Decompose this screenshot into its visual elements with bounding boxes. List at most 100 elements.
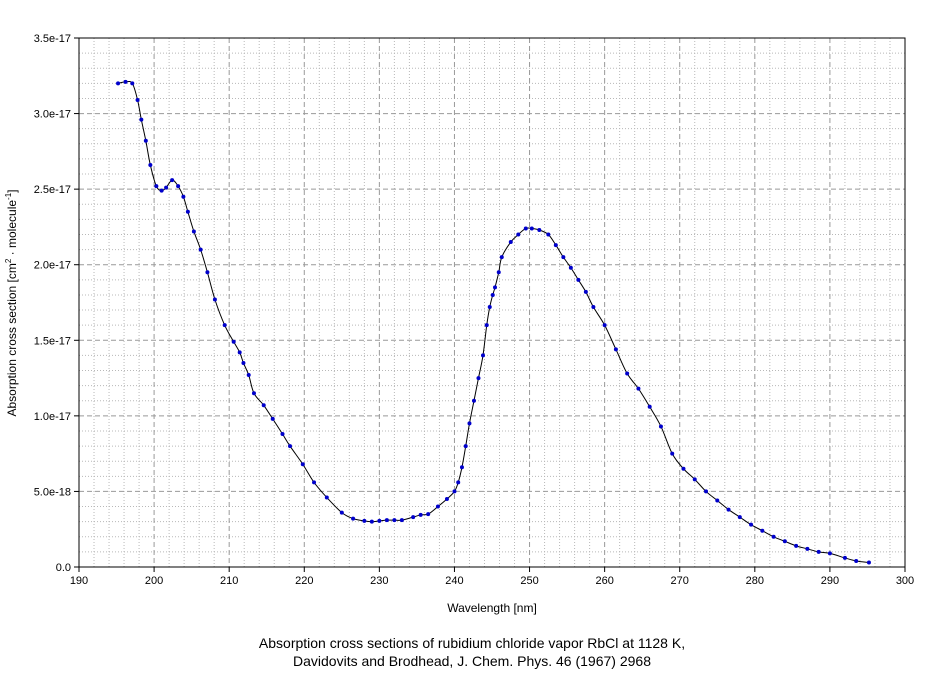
x-tick-label: 230 [370,575,388,587]
data-point [670,451,675,456]
x-tick-label: 280 [746,575,764,587]
data-point [576,277,581,282]
data-point [816,549,821,554]
data-point [591,305,596,310]
data-point [499,255,504,260]
y-axis-title-part: · molecule [5,200,19,259]
data-point [782,539,787,544]
axis-ticks [74,37,906,572]
data-point [181,194,186,199]
plot-frame [78,37,906,568]
data-point [139,117,144,122]
data-point [135,97,140,102]
data-point [636,386,641,391]
data-point [537,227,542,232]
chart-background [0,0,944,634]
y-tick-label: 2.5e-17 [34,184,71,196]
data-point [771,534,776,539]
data-point [553,243,558,248]
data-point [529,226,534,231]
data-point [487,305,492,310]
series-line [117,80,870,563]
data-point [237,350,242,355]
data-point [176,184,181,189]
data-point [351,516,356,521]
data-point [170,178,175,183]
data-point [261,403,266,408]
y-axis-title-superscript: 2 [4,258,13,263]
data-point [749,522,754,527]
x-tick-label: 270 [671,575,689,587]
data-point [384,518,389,523]
data-point [463,444,468,449]
x-tick-label: 190 [70,575,88,587]
data-point [164,185,169,190]
data-point [324,495,329,500]
data-point [484,323,489,328]
x-tick-labels: 190 200 210 220 230 240 250 260 270 280 290 300 [70,575,914,587]
data-point [456,480,461,485]
data-point [490,292,495,297]
data-point [760,528,765,533]
data-point [241,360,246,365]
data-point [561,255,566,260]
data-point [362,518,367,523]
data-point [185,209,190,214]
y-axis-title-part: Absorption cross section [cm [5,263,19,416]
x-tick-label: 240 [445,575,463,587]
y-tick-label: 1.5e-17 [34,335,71,347]
data-point [496,270,501,275]
y-axis-title-superscript: -1 [4,192,13,200]
data-point [625,371,630,376]
data-point [444,496,449,501]
data-point [369,519,374,524]
data-point [476,376,481,381]
data-point [583,289,588,294]
data-point [411,515,416,520]
data-point [399,518,404,523]
caption-line-1: Absorption cross sections of rubidium ch… [258,635,686,651]
x-tick-label: 250 [520,575,538,587]
data-point [280,431,285,436]
x-tick-label: 220 [295,575,313,587]
data-point [794,543,799,548]
data-point [704,489,709,494]
data-point [123,79,128,84]
data-point [613,347,618,352]
data-point [418,512,423,517]
data-point [658,424,663,429]
y-tick-label: 2.0e-17 [34,260,71,272]
y-tick-label: 1.0e-17 [34,411,71,423]
data-point [568,265,573,270]
x-tick-label: 260 [595,575,613,587]
data-point [516,232,521,237]
data-point [523,226,528,231]
data-point [116,81,121,86]
x-tick-label: 200 [145,575,163,587]
data-point [805,546,810,551]
series-markers [116,79,871,565]
x-tick-label: 290 [821,575,839,587]
data-point [493,285,497,290]
data-point [205,270,210,275]
x-tick-label: 300 [896,575,914,587]
data-point [159,188,164,193]
y-axis-title: Absorption cross section [cm2 · molecule… [4,189,19,416]
grid-minor [79,38,905,567]
data-point [339,510,344,515]
absorption-chart: 190 200 210 220 230 240 250 260 270 280 290 300 0.0… [0,0,944,634]
data-point [143,138,148,143]
data-point [426,512,431,517]
data-point [246,373,251,378]
data-point [602,323,607,328]
data-point [191,229,196,234]
y-tick-label: 3.5e-17 [34,33,71,45]
y-tick-label: 5.0e-18 [34,486,71,498]
data-point [715,498,720,503]
data-point [212,297,217,302]
data-point [222,323,227,328]
data-point [866,560,871,565]
data-point [231,339,236,344]
x-axis-title: Wavelength [nm] [447,601,537,615]
data-point [546,232,551,237]
